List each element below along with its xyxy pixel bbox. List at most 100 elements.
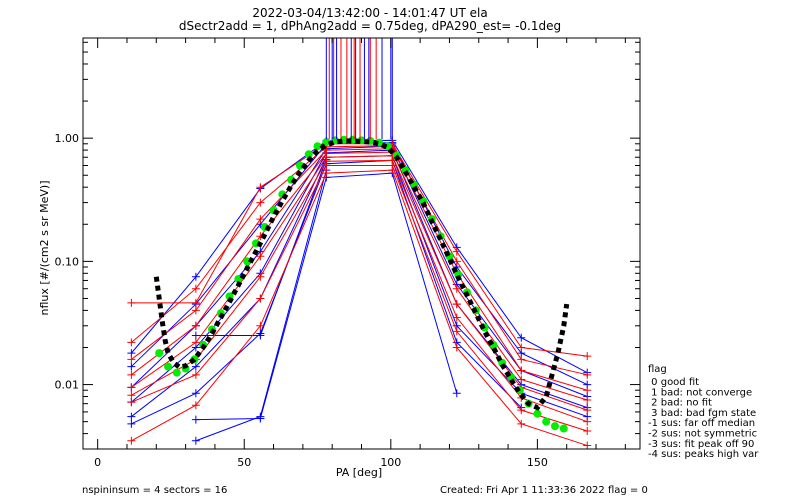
- fit-point: [172, 368, 181, 377]
- data-point: [191, 401, 200, 410]
- x-tick-label: 150: [527, 456, 548, 469]
- data-point: [191, 284, 200, 293]
- data-point: [191, 436, 200, 445]
- data-point: [127, 391, 136, 400]
- data-point: [256, 198, 265, 207]
- legend-item: 0 good fit: [648, 377, 699, 388]
- median-curve: [153, 138, 570, 411]
- y-tick-label: 0.01: [55, 379, 80, 392]
- data-point: [256, 331, 265, 340]
- data-point: [191, 415, 200, 424]
- data-point: [256, 412, 265, 421]
- data-point: [517, 343, 526, 352]
- legend: flag 0 good fit 1 bad: not converge 2 ba…: [648, 364, 759, 460]
- data-point: [127, 355, 136, 364]
- data-point: [517, 333, 526, 342]
- data-point: [322, 169, 331, 178]
- data-point: [452, 300, 461, 309]
- x-axis-label: PA [deg]: [336, 466, 382, 479]
- series-line: [131, 164, 588, 432]
- plot-content: [127, 38, 592, 449]
- data-point: [127, 383, 136, 392]
- data-point: [517, 375, 526, 384]
- fit-point: [164, 362, 173, 371]
- data-point: [256, 183, 265, 192]
- y-axis-label: nflux [#/(cm2 s sr MeV)]: [38, 181, 51, 316]
- fit-point: [550, 422, 559, 431]
- fit-point: [533, 409, 542, 418]
- series-line: [131, 149, 588, 409]
- legend-item: 1 bad: not converge: [648, 387, 752, 398]
- fit-point: [313, 142, 322, 151]
- data-point: [517, 406, 526, 415]
- series-line: [131, 145, 588, 376]
- legend-title: flag: [648, 364, 667, 375]
- data-point: [127, 412, 136, 421]
- y-tick-label: 0.10: [55, 255, 80, 268]
- data-point: [452, 257, 461, 266]
- data-point: [452, 284, 461, 293]
- legend-item: 2 bad: no fit: [648, 398, 712, 409]
- data-point: [452, 313, 461, 322]
- data-point: [127, 298, 136, 307]
- fit-point: [155, 349, 164, 358]
- footer-right: Created: Fri Apr 1 11:33:36 2022 flag = …: [440, 485, 648, 496]
- data-point: [127, 436, 136, 445]
- footer-left: nspininsum = 4 sectors = 16: [82, 485, 227, 496]
- data-point: [583, 426, 592, 435]
- legend-item: -3 sus: fit peak off 90: [648, 439, 754, 450]
- data-point: [191, 298, 200, 307]
- series-line: [131, 142, 588, 386]
- legend-item: -4 sus: peaks high var: [648, 449, 759, 460]
- series-line: [131, 159, 588, 423]
- data-point: [583, 395, 592, 404]
- data-point: [127, 398, 136, 407]
- plot-area: [127, 38, 592, 449]
- series-line: [131, 148, 588, 391]
- chart-title-line1: 2022-03-04/13:42:00 - 14:01:47 UT ela: [252, 6, 487, 20]
- fit-point: [559, 424, 568, 433]
- data-point: [191, 272, 200, 281]
- data-point: [127, 362, 136, 371]
- legend-item: -1 sus: far off median: [648, 418, 755, 429]
- data-point: [452, 247, 461, 256]
- fit-point: [322, 138, 331, 147]
- series-line: [131, 169, 588, 447]
- fit-point: [304, 150, 313, 159]
- data-point: [452, 389, 461, 398]
- data-point: [452, 327, 461, 336]
- data-point: [127, 338, 136, 347]
- data-point: [256, 321, 265, 330]
- data-point: [127, 419, 136, 428]
- data-point: [127, 370, 136, 379]
- data-point: [583, 352, 592, 361]
- data-point: [191, 389, 200, 398]
- chart-title-line2: dSectr2add = 1, dPhAng2add = 0.75deg, dP…: [179, 19, 561, 33]
- x-tick-label: 0: [94, 456, 101, 469]
- data-point: [256, 294, 265, 303]
- data-point: [191, 306, 200, 315]
- data-point: [191, 362, 200, 371]
- data-point: [517, 419, 526, 428]
- data-point: [583, 417, 592, 426]
- data-point: [322, 161, 331, 170]
- data-point: [388, 166, 397, 175]
- legend-item: -2 sus: not symmetric: [648, 429, 757, 440]
- data-point: [256, 272, 265, 281]
- data-point: [256, 215, 265, 224]
- series-line: [131, 145, 588, 397]
- data-point: [517, 355, 526, 364]
- data-point: [583, 370, 592, 379]
- data-point: [517, 366, 526, 375]
- data-point: [191, 338, 200, 347]
- data-point: [583, 406, 592, 415]
- y-tick-label: 1.00: [55, 132, 80, 145]
- data-point: [256, 252, 265, 261]
- fit-point: [542, 417, 551, 426]
- data-point: [583, 441, 592, 449]
- x-tick-label: 100: [380, 456, 401, 469]
- x-tick-label: 50: [237, 456, 251, 469]
- legend-item: 3 bad: bad fgm state: [648, 408, 756, 419]
- data-point: [452, 343, 461, 352]
